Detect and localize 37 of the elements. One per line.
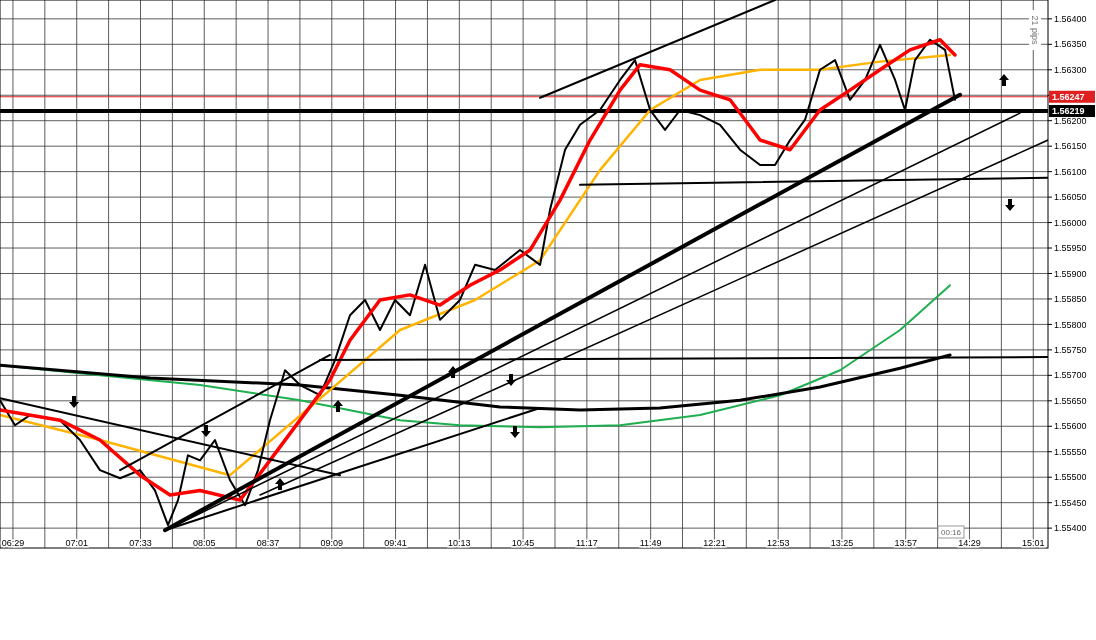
x-tick-label: 10:45 [511, 538, 535, 548]
y-tick-label: 1.56100 [1054, 166, 1087, 177]
ref-line-label: 1.56247 [1052, 91, 1085, 102]
x-tick-label: 09:09 [320, 538, 344, 548]
x-tick-label: 11:49 [639, 538, 662, 548]
x-tick-label: 08:05 [192, 538, 216, 548]
x-tick-label: 13:25 [830, 538, 854, 548]
y-tick-label: 1.55750 [1054, 345, 1087, 356]
y-tick-label: 1.55800 [1054, 319, 1087, 330]
y-tick-label: 1.55500 [1054, 472, 1087, 483]
annotation: 00:16 [940, 527, 962, 537]
x-tick-label: 06:29 [1, 538, 25, 548]
ref-line-label: 1.56219 [1052, 106, 1085, 117]
y-tick-label: 1.55850 [1054, 294, 1087, 305]
y-tick-label: 1.55550 [1054, 446, 1087, 457]
y-tick-label: 1.55600 [1054, 421, 1087, 432]
x-tick-label: 15:01 [1021, 538, 1045, 548]
y-tick-label: 1.55450 [1054, 497, 1087, 508]
x-tick-label: 10:13 [448, 538, 471, 548]
y-tick-label: 1.55650 [1054, 395, 1087, 406]
x-tick-label: 07:01 [65, 538, 88, 548]
y-tick-label: 1.56400 [1054, 13, 1087, 24]
y-tick-label: 1.55400 [1054, 523, 1087, 534]
x-tick-label: 08:37 [256, 538, 280, 548]
y-tick-label: 1.55900 [1054, 268, 1087, 279]
y-tick-label: 1.56300 [1054, 64, 1087, 75]
x-tick-label: 11:17 [575, 538, 598, 548]
y-tick-label: 1.56350 [1054, 39, 1087, 50]
y-tick-label: 1.56150 [1054, 141, 1087, 152]
y-tick-label: 1.55950 [1054, 243, 1087, 254]
annotation: 21 pips [1030, 15, 1040, 46]
y-tick-label: 1.56000 [1054, 217, 1087, 228]
y-tick-label: 1.56050 [1054, 192, 1087, 203]
y-tick-label: 1.55700 [1054, 370, 1087, 381]
x-tick-label: 12:53 [766, 538, 790, 548]
y-tick-label: 1.56200 [1054, 115, 1087, 126]
x-tick-label: 13:57 [894, 538, 917, 548]
